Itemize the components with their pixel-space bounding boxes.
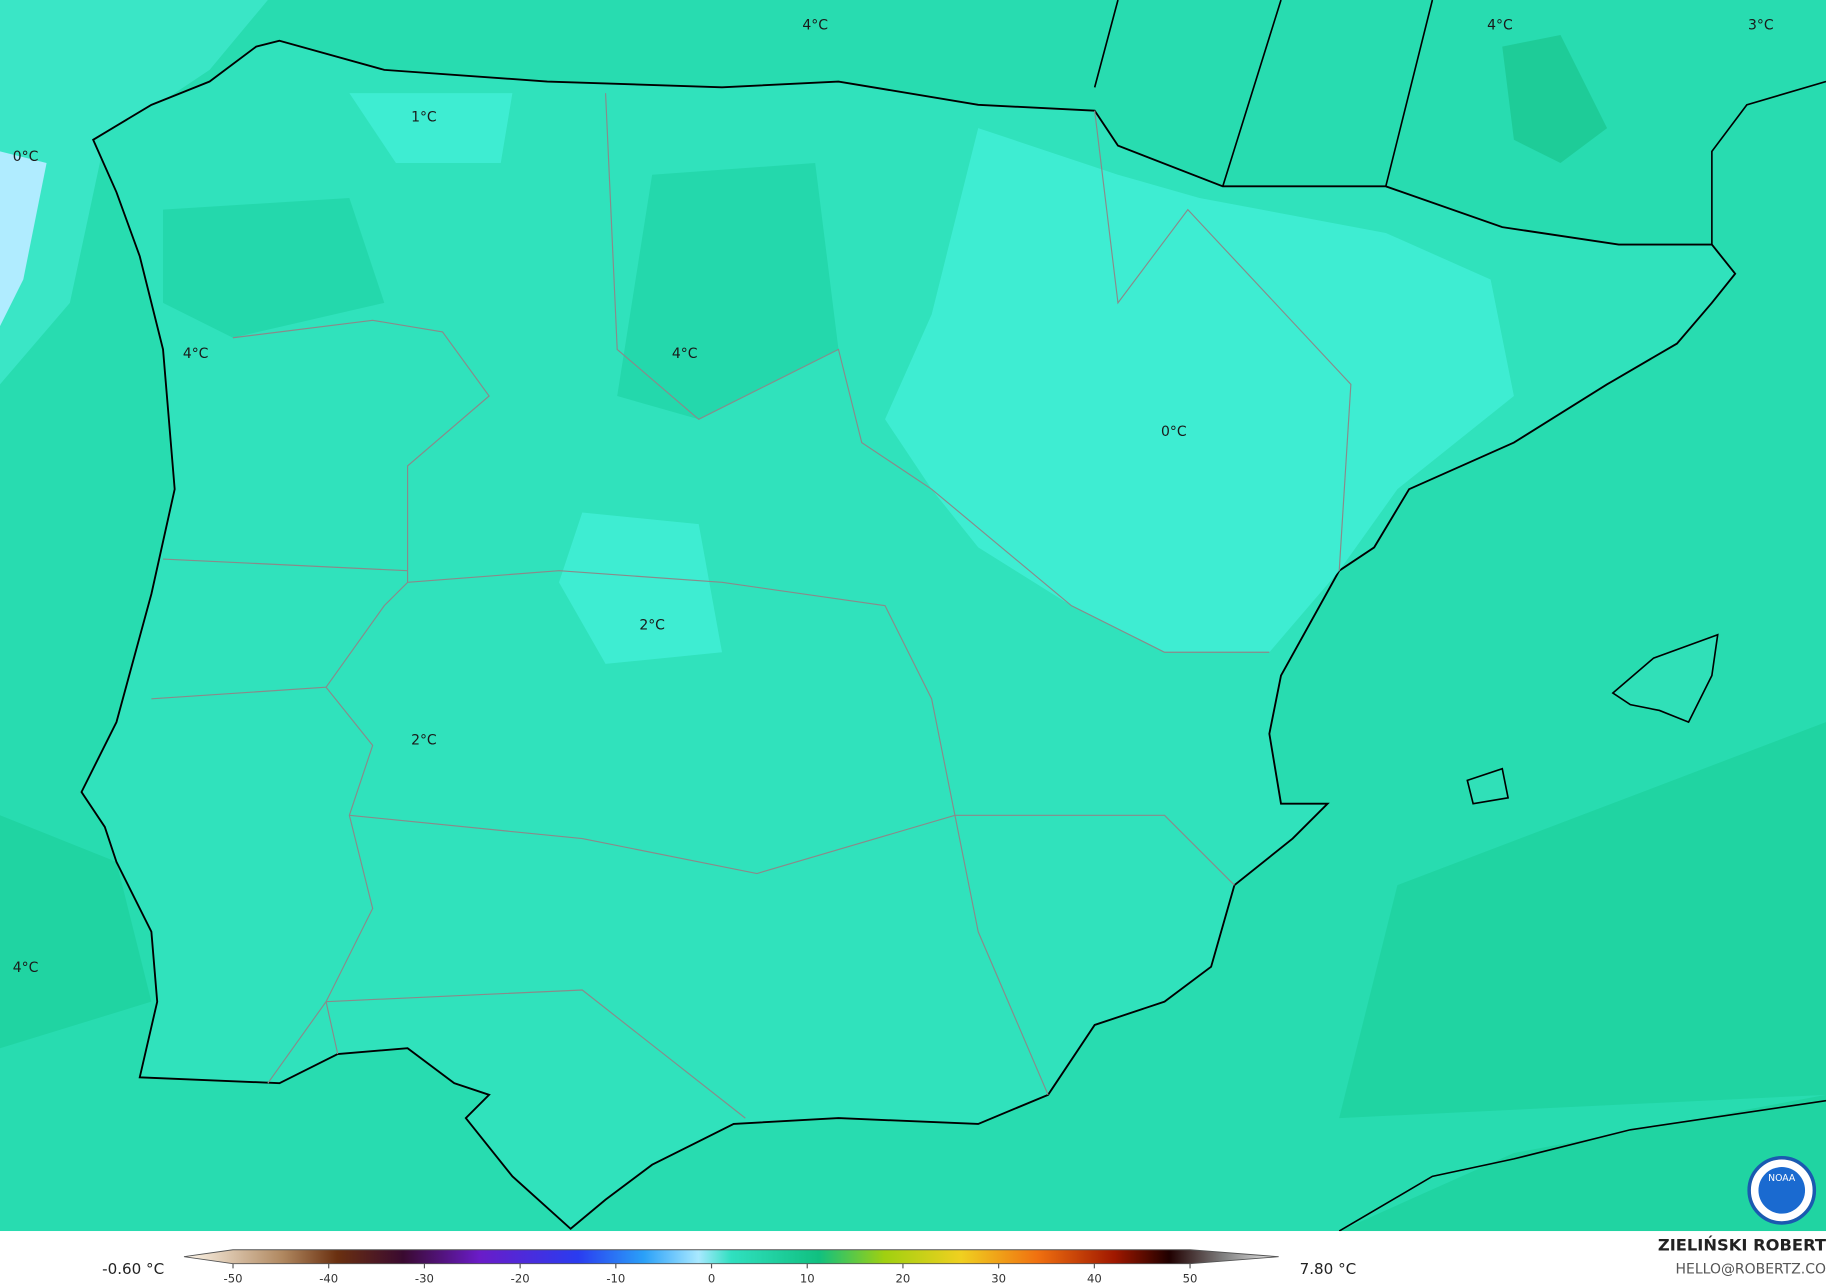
coastline bbox=[1093, 0, 1826, 245]
contour-label: 1°C bbox=[411, 110, 437, 126]
logo-inner bbox=[1758, 1167, 1806, 1214]
colorbar-tick-label: 30 bbox=[991, 1271, 1006, 1285]
warm-zone bbox=[0, 722, 1826, 1232]
warm-zone bbox=[163, 163, 839, 420]
colorbar-tick-label: 50 bbox=[1183, 1271, 1198, 1285]
colorbar-tick-label: 40 bbox=[1087, 1271, 1102, 1285]
africa-coastline bbox=[1338, 1099, 1826, 1232]
cold-zone bbox=[0, 151, 47, 327]
border bbox=[604, 93, 1270, 653]
colorbar-tick-label: 0 bbox=[708, 1271, 715, 1285]
colorbar-tick-label: 20 bbox=[896, 1271, 911, 1285]
province-borders bbox=[151, 93, 1352, 1119]
border bbox=[1094, 110, 1352, 571]
border bbox=[349, 814, 1235, 886]
colorbar-tick-label: -20 bbox=[511, 1271, 530, 1285]
contour-label: 4°C bbox=[183, 346, 209, 362]
contour-label: 4°C bbox=[1487, 18, 1513, 34]
logo-text: NOAA bbox=[1768, 1173, 1796, 1184]
contour-label: 4°C bbox=[802, 18, 828, 34]
contour-label: 2°C bbox=[639, 617, 665, 633]
colorbar-tick-label: 10 bbox=[800, 1271, 815, 1285]
balearic-islands bbox=[1466, 633, 1719, 805]
colorbar-tick-label: -40 bbox=[319, 1271, 338, 1285]
credit-name: ZIELIŃSKI ROBERT bbox=[1658, 1236, 1826, 1255]
colorbar-tick-label: -30 bbox=[415, 1271, 434, 1285]
contour-label: 4°C bbox=[13, 960, 39, 976]
colorbar-tick-label: -10 bbox=[606, 1271, 625, 1285]
min-label: -0.60 °C bbox=[102, 1260, 164, 1278]
border bbox=[151, 558, 746, 1119]
contour-label: 4°C bbox=[672, 346, 698, 362]
contour-label: 0°C bbox=[13, 149, 39, 165]
contour-label: 0°C bbox=[1161, 424, 1187, 440]
warm-zone bbox=[1502, 34, 1608, 164]
max-label: 7.80 °C bbox=[1300, 1260, 1357, 1278]
colorbar-tick-label: -50 bbox=[224, 1271, 243, 1285]
border bbox=[407, 570, 1049, 1096]
colorbar bbox=[183, 1249, 1279, 1265]
contour-label: 2°C bbox=[411, 733, 437, 749]
cold-zone bbox=[0, 0, 268, 385]
border bbox=[232, 319, 490, 1055]
contour-label: 3°C bbox=[1748, 18, 1774, 34]
credit-email: HELLO@ROBERTZ.CO bbox=[1676, 1262, 1826, 1278]
cold-zone bbox=[349, 93, 1514, 664]
